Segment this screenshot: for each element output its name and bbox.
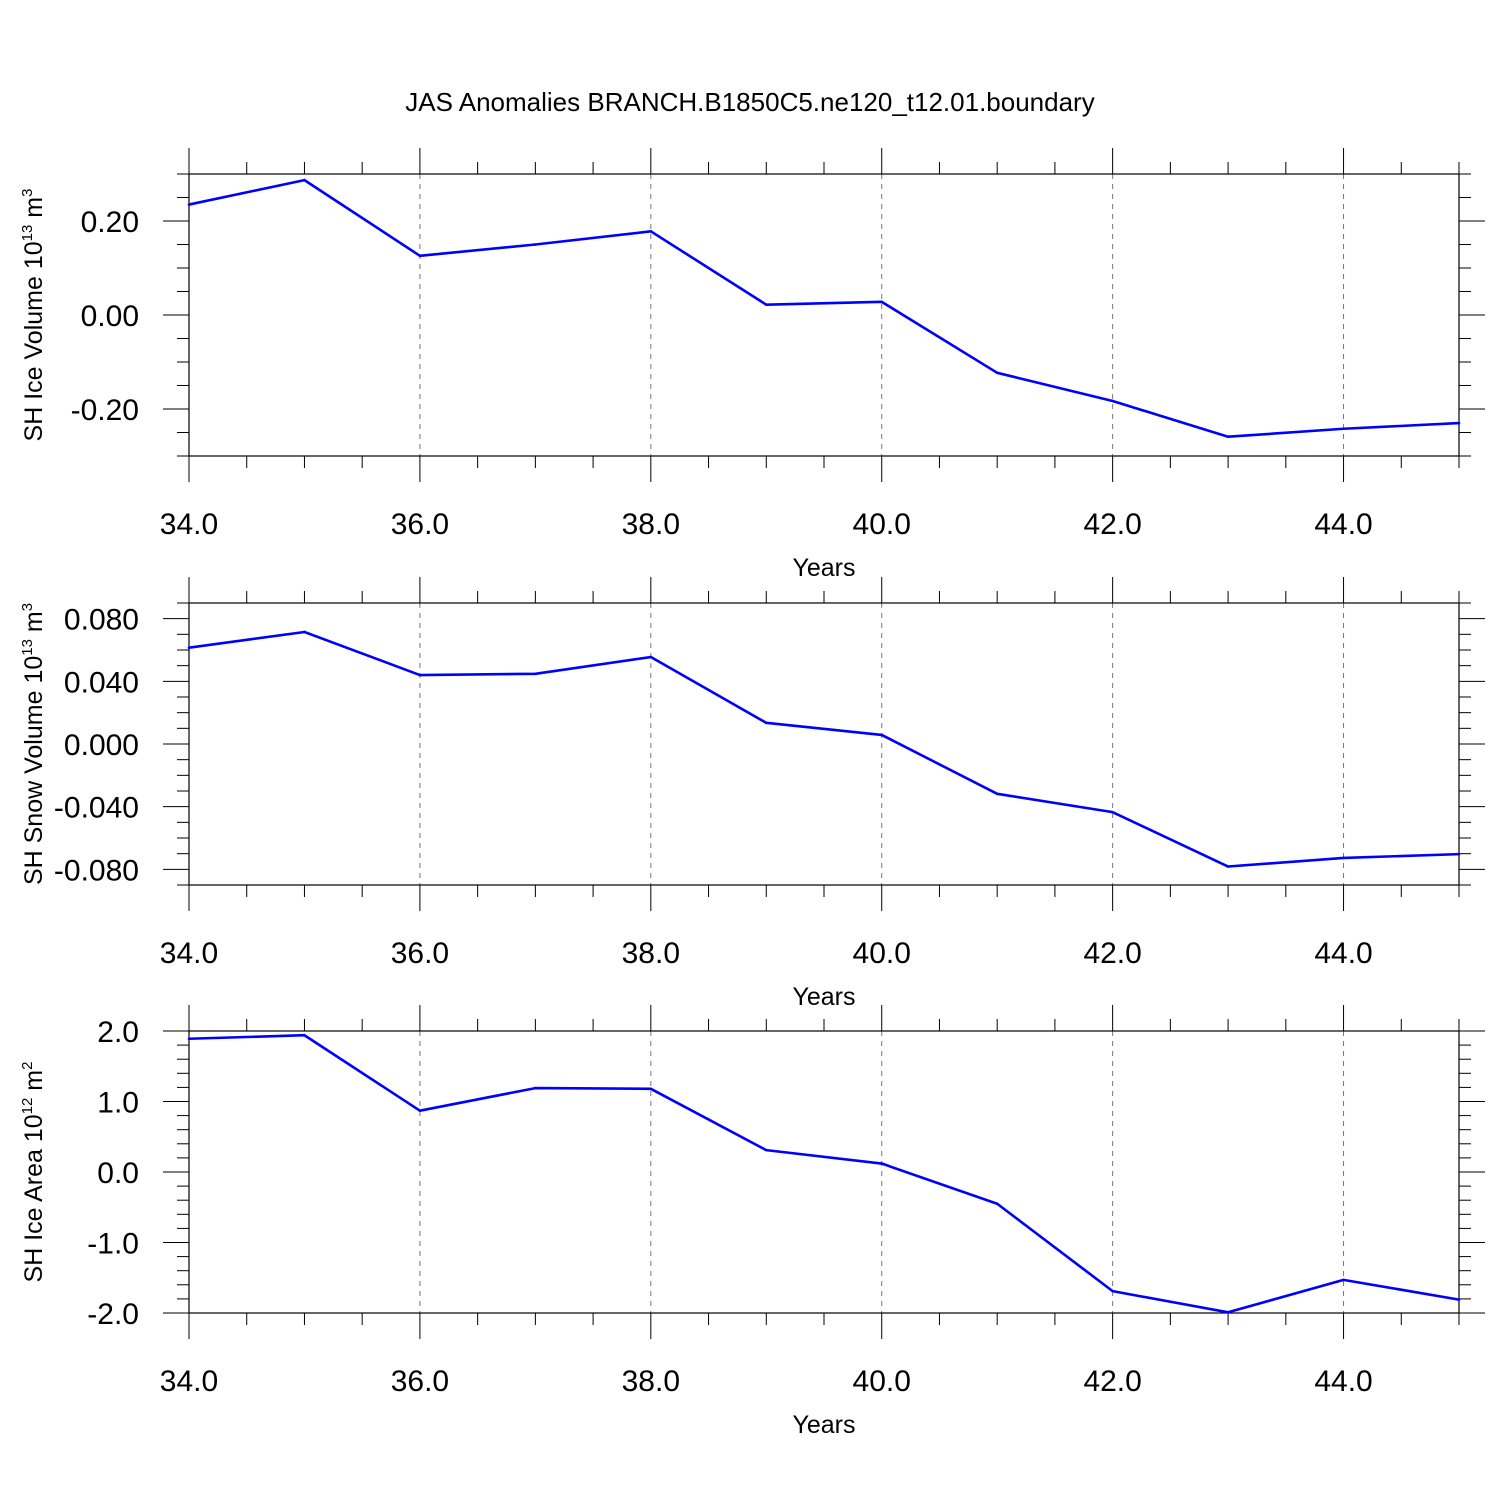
data-point: [303, 178, 306, 182]
data-series-line: [188, 630, 1460, 868]
data-point: [1457, 421, 1461, 425]
y-tick-label: 0.00: [81, 300, 139, 333]
data-point: [534, 243, 537, 246]
data-point: [995, 792, 999, 796]
data-point: [1342, 856, 1345, 860]
y-tick-label: 0.000: [64, 729, 139, 762]
data-point: [880, 300, 884, 304]
x-tick-label: 38.0: [622, 937, 680, 970]
y-tick-label: 2.0: [97, 1016, 139, 1049]
data-point: [649, 230, 653, 233]
panel-3: 34.0 36.0 38.0 40.0 42.0 44.0 -2.0 -1.0 0.0 1.0 2.…: [19, 1005, 1485, 1439]
y-tick-label: 0.080: [64, 604, 139, 637]
y-axis-title: SH Ice Area 1012 m2: [19, 1062, 48, 1283]
x-tick-label: 42.0: [1083, 1365, 1141, 1398]
data-point: [187, 1037, 191, 1041]
data-series-line: [188, 178, 1460, 439]
data-point: [764, 303, 768, 306]
x-axis-title: Years: [792, 554, 855, 582]
x-tick-label: 36.0: [391, 508, 449, 541]
data-point: [534, 1086, 537, 1090]
data-point: [418, 1109, 422, 1112]
data-point: [880, 1162, 884, 1165]
y-tick-label: 1.0: [97, 1087, 139, 1120]
data-point: [1342, 427, 1345, 431]
panel-2: 34.0 36.0 38.0 40.0 42.0 44.0 -0.080 -0.040 0.00…: [19, 577, 1485, 1011]
x-axis-title: Years: [792, 1411, 855, 1439]
data-point: [1111, 399, 1114, 403]
data-point: [1457, 852, 1461, 856]
data-point: [995, 1202, 999, 1206]
y-axis-title: SH Ice Volume 1013 m3: [19, 189, 48, 442]
data-point: [534, 672, 537, 676]
chart-panels: 34.0 36.0 38.0 40.0 42.0 44.0 -0.20 0.00 0.20 Yea…: [19, 148, 1485, 1439]
data-point: [187, 646, 191, 649]
data-point: [880, 733, 884, 737]
x-tick-label: 44.0: [1314, 1365, 1372, 1398]
y-tick-label: 0.20: [81, 206, 139, 239]
data-point: [187, 203, 191, 206]
x-tick-label: 34.0: [160, 508, 218, 541]
x-tick-label: 40.0: [853, 508, 911, 541]
x-tick-label: 42.0: [1083, 508, 1141, 541]
x-tick-label: 34.0: [160, 937, 218, 970]
data-point: [418, 254, 422, 258]
y-tick-label: 0.040: [64, 666, 139, 699]
x-tick-label: 40.0: [853, 1365, 911, 1398]
data-point: [1226, 865, 1230, 868]
x-tick-label: 36.0: [391, 937, 449, 970]
data-point: [649, 655, 653, 659]
data-point: [303, 1033, 306, 1037]
y-tick-label: -2.0: [87, 1298, 139, 1331]
data-point: [1457, 1298, 1461, 1301]
x-axis-title: Years: [792, 983, 855, 1011]
x-tick-label: 38.0: [622, 1365, 680, 1398]
x-tick-label: 44.0: [1314, 937, 1372, 970]
y-tick-label: -0.20: [71, 394, 139, 427]
x-tick-label: 38.0: [622, 508, 680, 541]
data-point: [1111, 1289, 1114, 1293]
y-tick-label: -0.040: [54, 792, 139, 825]
data-point: [1342, 1278, 1345, 1282]
data-point: [1226, 1310, 1230, 1314]
chart-title: JAS Anomalies BRANCH.B1850C5.ne120_t12.0…: [405, 87, 1094, 117]
x-tick-label: 42.0: [1083, 937, 1141, 970]
panel-1: 34.0 36.0 38.0 40.0 42.0 44.0 -0.20 0.00 0.20 Yea…: [19, 148, 1485, 582]
data-series-line: [188, 1033, 1460, 1314]
data-point: [1111, 810, 1114, 814]
data-point: [649, 1087, 653, 1091]
x-tick-label: 34.0: [160, 1365, 218, 1398]
data-point: [418, 673, 422, 677]
x-tick-label: 40.0: [853, 937, 911, 970]
x-tick-label: 44.0: [1314, 508, 1372, 541]
y-axis-title: SH Snow Volume 1013 m3: [19, 603, 48, 885]
y-tick-label: -0.080: [54, 854, 139, 887]
data-point: [764, 1148, 768, 1152]
data-point: [764, 721, 768, 725]
data-point: [995, 371, 999, 375]
y-tick-label: -1.0: [87, 1228, 139, 1261]
data-point: [1226, 435, 1230, 439]
x-tick-label: 36.0: [391, 1365, 449, 1398]
y-tick-label: 0.0: [97, 1157, 139, 1190]
data-point: [303, 630, 306, 634]
